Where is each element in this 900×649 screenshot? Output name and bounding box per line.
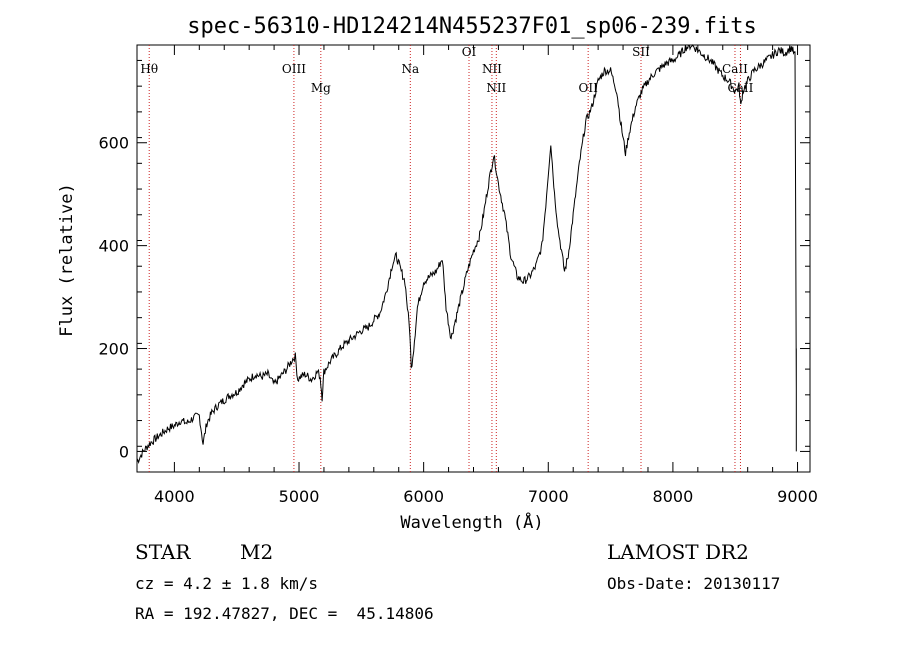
x-tick-label: 6000: [403, 487, 444, 506]
x-tick-label: 5000: [279, 487, 320, 506]
survey-name: LAMOST DR2: [607, 540, 749, 564]
y-axis-label: Flux (relative): [57, 183, 77, 337]
object-class: STAR: [135, 540, 191, 564]
line-marker-label: OII: [578, 81, 598, 95]
x-tick-label: 9000: [777, 487, 818, 506]
x-tick-label: 4000: [154, 487, 195, 506]
line-marker-label: CaII: [722, 62, 748, 76]
chart-title: spec-56310-HD124214N455237F01_sp06-239.f…: [187, 14, 757, 39]
coordinates: RA = 192.47827, DEC = 45.14806: [135, 604, 434, 623]
line-marker-label: NII: [486, 81, 506, 95]
subclass: M2: [240, 540, 274, 564]
y-tick-label: 200: [98, 340, 129, 359]
y-tick-label: 400: [98, 237, 129, 256]
observation-date: Obs-Date: 20130117: [607, 574, 781, 593]
y-tick-label: 0: [119, 442, 129, 461]
spectrum-line: [136, 44, 797, 464]
plot-frame: [136, 44, 811, 473]
line-marker-label: Na: [401, 62, 419, 76]
line-marker-label: Mg: [311, 81, 331, 95]
y-tick-label: 600: [98, 134, 129, 153]
x-tick-label: 7000: [528, 487, 569, 506]
x-axis-label: Wavelength (Å): [400, 511, 543, 533]
line-marker-label: OIII: [282, 62, 306, 76]
axis-ticks: 4000 5000 6000 7000 8000 9000 0 200 400 600: [98, 45, 818, 506]
x-tick-label: 8000: [653, 487, 694, 506]
line-marker-label: SII: [632, 45, 650, 59]
redshift-cz: cz = 4.2 ± 1.8 km/s: [135, 574, 319, 593]
line-marker-label: NII: [482, 62, 502, 76]
line-marker-label: Hθ: [140, 62, 158, 76]
line-marker-label: OI: [462, 45, 477, 59]
